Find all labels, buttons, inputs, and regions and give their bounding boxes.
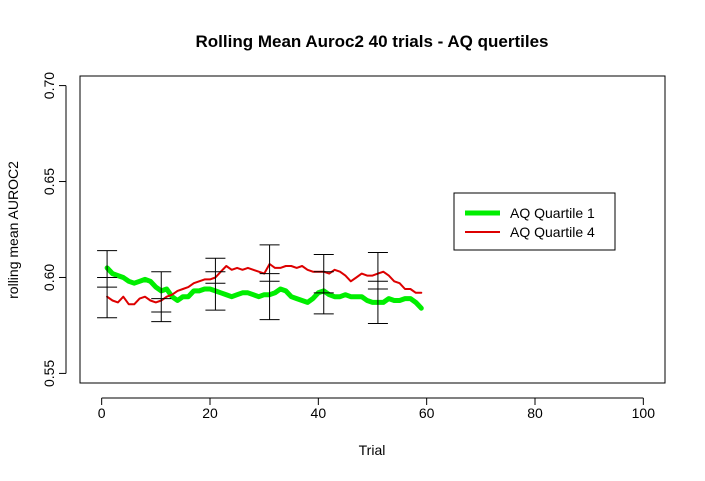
- plot-area: [79, 75, 666, 384]
- y-tick-label: 0.60: [41, 264, 57, 291]
- x-tick-label: 100: [632, 405, 656, 421]
- y-axis-label: rolling mean AUROC2: [5, 161, 21, 299]
- chart-title: Rolling Mean Auroc2 40 trials - AQ quert…: [196, 32, 549, 51]
- series-layer: [104, 263, 424, 311]
- series-line-quartile-1: [104, 265, 424, 311]
- legend-label-quartile-1: AQ Quartile 1: [510, 205, 595, 221]
- x-axis-label: Trial: [359, 442, 386, 458]
- legend-label-quartile-4: AQ Quartile 4: [510, 224, 595, 240]
- y-axis: 0.55 0.60 0.65 0.70: [41, 72, 67, 387]
- x-axis: 0 20 40 60 80 100: [98, 397, 656, 421]
- error-bar: [151, 271, 172, 323]
- y-tick-label: 0.55: [41, 360, 57, 387]
- error-bars: [97, 244, 388, 325]
- x-tick-label: 0: [98, 405, 106, 421]
- x-tick-label: 60: [419, 405, 435, 421]
- error-bar: [97, 250, 118, 319]
- x-tick-label: 40: [311, 405, 327, 421]
- x-tick-label: 20: [202, 405, 218, 421]
- y-tick-label: 0.70: [41, 72, 57, 99]
- error-bar: [313, 253, 334, 315]
- legend: AQ Quartile 1 AQ Quartile 4: [453, 192, 616, 251]
- error-bar: [205, 257, 226, 311]
- error-bar: [259, 244, 280, 321]
- y-tick-label: 0.65: [41, 168, 57, 195]
- legend-box: [453, 192, 616, 251]
- error-bar: [367, 252, 388, 325]
- x-tick-label: 80: [527, 405, 543, 421]
